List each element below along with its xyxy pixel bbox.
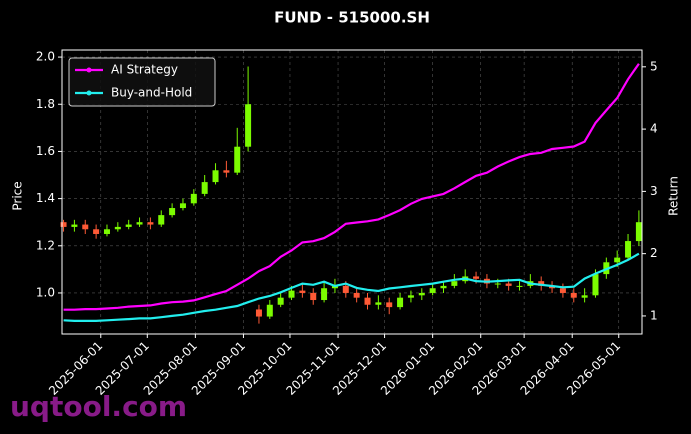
candle-body <box>147 222 154 225</box>
chart-title: FUND - 515000.SH <box>274 9 430 27</box>
candle-body <box>60 222 67 227</box>
candle-body <box>364 297 371 305</box>
candle-body <box>451 281 458 286</box>
candle-body <box>179 203 186 209</box>
y-axis-label: Price <box>11 181 25 210</box>
line-series <box>63 252 640 322</box>
y-tick-label: 2.0 <box>36 50 55 64</box>
candle-body <box>223 170 230 173</box>
candle-body <box>614 257 621 263</box>
y2-tick-label: 2 <box>650 246 658 260</box>
y2-tick-label: 4 <box>650 122 658 136</box>
candle-body <box>559 288 566 293</box>
candle-body <box>103 229 110 234</box>
candle-body <box>473 276 480 279</box>
candle-body <box>299 290 306 293</box>
candle-body <box>494 283 501 285</box>
candle-body <box>407 295 414 298</box>
y2-tick-label: 1 <box>650 308 658 322</box>
y-tick-label: 1.0 <box>36 285 55 299</box>
y-tick-label: 1.2 <box>36 238 55 252</box>
candle-body <box>397 297 404 308</box>
candle-body <box>570 292 577 298</box>
watermark: uqtool.com <box>10 390 187 423</box>
legend-marker <box>86 90 92 96</box>
y-tick-label: 1.4 <box>36 191 55 205</box>
candle-body <box>169 208 176 216</box>
candle-body <box>635 222 642 242</box>
candle-body <box>592 274 599 296</box>
candle-body <box>538 281 545 286</box>
candle-body <box>418 292 425 296</box>
y2-tick-label: 5 <box>650 59 658 73</box>
y2-tick-label: 3 <box>650 184 658 198</box>
legend-label: Buy-and-Hold <box>111 86 192 100</box>
candle-body <box>375 302 382 305</box>
candle-body <box>429 288 436 293</box>
candle-body <box>190 193 197 204</box>
candle-body <box>288 290 295 298</box>
candle-body <box>266 304 273 317</box>
candle-body <box>310 292 317 301</box>
candle-body <box>158 215 165 225</box>
candle-body <box>505 283 512 286</box>
legend-box <box>68 57 216 107</box>
candle-body <box>125 224 132 227</box>
candle-body <box>114 226 121 230</box>
candle-body <box>93 229 100 234</box>
candle-body <box>386 302 393 308</box>
line-series <box>63 63 640 311</box>
y-tick-label: 1.8 <box>36 97 55 111</box>
candle-body <box>353 292 360 298</box>
candle-body <box>136 222 143 225</box>
candle-body <box>201 182 208 194</box>
plot-area <box>60 50 642 334</box>
candle-body <box>277 297 284 305</box>
candle-body <box>516 285 523 287</box>
plot-frame <box>61 49 643 335</box>
candle-body <box>212 170 219 183</box>
candle-body <box>581 295 588 298</box>
candle-body <box>440 285 447 289</box>
candle-body <box>234 146 241 173</box>
candle-body <box>625 241 632 258</box>
y-tick-label: 1.6 <box>36 144 55 158</box>
y2-axis-label: Return <box>667 176 681 216</box>
candle-body <box>342 285 349 293</box>
candle-body <box>245 104 252 147</box>
legend-label: AI Strategy <box>111 63 178 77</box>
candle-body <box>82 224 89 230</box>
candle-body <box>255 309 262 317</box>
candle-body <box>71 224 78 227</box>
candle-body <box>321 288 328 301</box>
legend-marker <box>86 67 92 73</box>
